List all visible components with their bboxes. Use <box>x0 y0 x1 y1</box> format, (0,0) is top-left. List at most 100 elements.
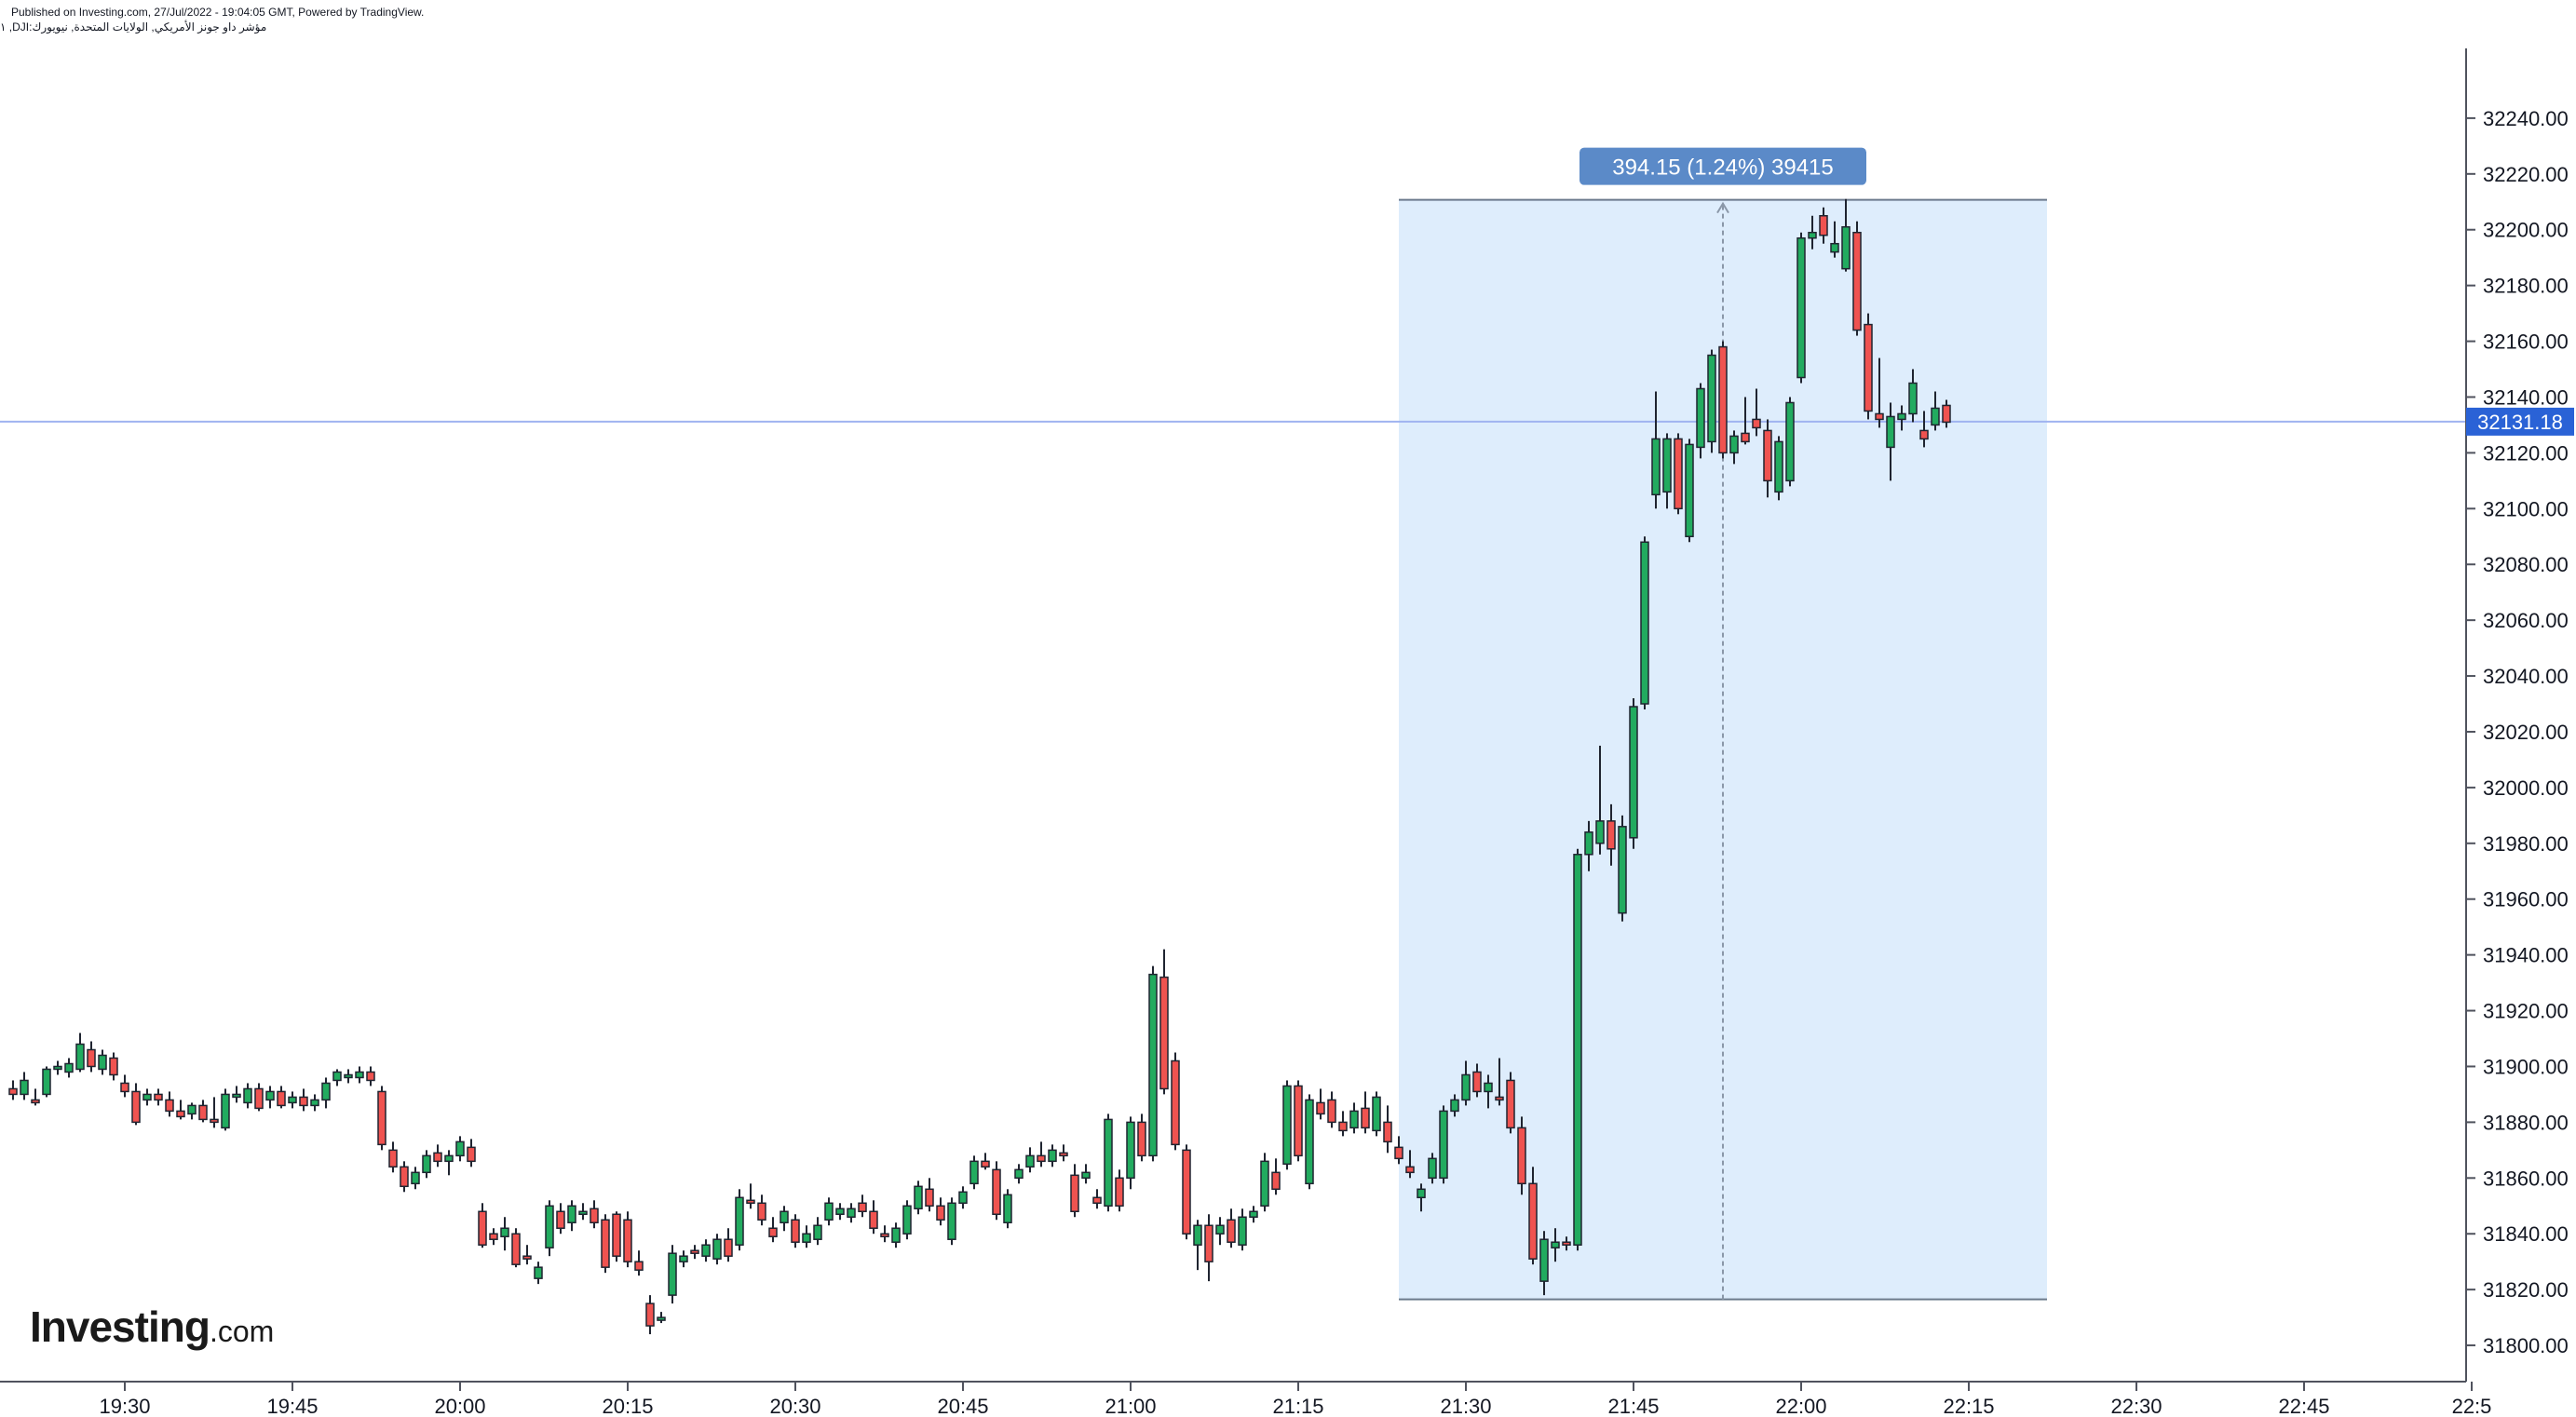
candle-body-up <box>958 1191 968 1205</box>
candle-body-up <box>1551 1241 1560 1248</box>
candle-body-down <box>165 1099 174 1113</box>
candle-body-up <box>455 1140 465 1157</box>
candle <box>1841 198 1851 272</box>
candle-body-down <box>1875 412 1884 421</box>
candle <box>858 1194 867 1218</box>
candle <box>590 1200 599 1229</box>
candle <box>31 1088 40 1106</box>
candle-body-up <box>344 1073 353 1079</box>
candle <box>1405 1150 1415 1179</box>
candle-body-down <box>724 1238 733 1257</box>
candle <box>1752 388 1761 437</box>
candle <box>1305 1094 1314 1190</box>
candle-body-up <box>1148 973 1158 1157</box>
candle <box>1048 1144 1057 1167</box>
candle <box>1472 1063 1482 1098</box>
candle-body-up <box>1618 826 1627 914</box>
candle <box>1249 1206 1258 1223</box>
candle <box>8 1080 18 1100</box>
candle <box>1651 391 1661 509</box>
candle <box>411 1167 420 1190</box>
candle <box>1182 1144 1191 1240</box>
candle <box>1394 1136 1403 1165</box>
candle <box>254 1083 264 1112</box>
candle-body-down <box>1115 1177 1124 1208</box>
candles-layer <box>8 198 1951 1335</box>
candle <box>1718 341 1728 459</box>
y-tick-label: 32000.00 <box>2483 776 2569 800</box>
investing-logo: Investing.com <box>30 1302 274 1352</box>
candle <box>1294 1080 1303 1162</box>
candle <box>1204 1214 1213 1282</box>
candle <box>288 1091 297 1109</box>
candle <box>891 1222 901 1248</box>
candle-body-down <box>1338 1121 1348 1132</box>
candle-body-up <box>1539 1238 1549 1282</box>
candle <box>1573 848 1582 1251</box>
candle-body-up <box>1238 1216 1247 1246</box>
candle <box>1070 1164 1079 1218</box>
candle <box>1137 1113 1146 1162</box>
candle-body-up <box>1215 1224 1225 1235</box>
y-tick-label: 32040.00 <box>2483 665 2569 688</box>
candle <box>1025 1147 1035 1173</box>
candle-body-down <box>1037 1154 1046 1163</box>
candle-body-up <box>1450 1099 1459 1113</box>
candle-body-up <box>1025 1154 1035 1168</box>
candle-body-down <box>377 1090 386 1146</box>
candle-body-up <box>1584 831 1593 856</box>
x-tick-label: 19:30 <box>99 1395 150 1417</box>
candle <box>1372 1091 1381 1137</box>
candle <box>1495 1058 1504 1106</box>
measure-badge: 394.15 (1.24%) 39415 <box>1579 147 1866 185</box>
candle-body-down <box>277 1090 286 1107</box>
candle <box>1126 1116 1135 1190</box>
candle-body-up <box>500 1227 509 1237</box>
candle-body-down <box>1819 214 1828 236</box>
candle-body-up <box>802 1233 811 1243</box>
symbol-line: مؤشر داو جونز الأمريكي, الولايات المتحدة… <box>0 20 266 34</box>
candle <box>1439 1105 1448 1184</box>
candle-body-down <box>1171 1059 1180 1146</box>
x-tick-label: 21:00 <box>1105 1395 1156 1417</box>
candle-body-up <box>1439 1110 1448 1180</box>
candle-body-up <box>780 1210 789 1223</box>
candle <box>657 1312 666 1324</box>
candle <box>344 1069 353 1084</box>
candle-body-down <box>1070 1174 1079 1213</box>
candle <box>42 1066 51 1098</box>
candle <box>1852 221 1862 336</box>
candle-body-down <box>768 1227 778 1237</box>
candle <box>701 1239 711 1262</box>
candle-body-up <box>1897 412 1906 421</box>
candle-body-up <box>411 1171 420 1185</box>
candle-body-up <box>1126 1121 1135 1180</box>
candle-body-up <box>1808 231 1817 239</box>
candle <box>1037 1141 1046 1167</box>
candle <box>1931 391 1940 431</box>
candle-body-down <box>210 1118 219 1124</box>
candle <box>1528 1167 1538 1265</box>
candle-body-down <box>981 1160 990 1168</box>
candle-body-down <box>489 1233 498 1240</box>
y-tick-label: 32020.00 <box>2483 721 2569 744</box>
candle-body-up <box>332 1071 342 1082</box>
candle-body-down <box>858 1202 867 1213</box>
candle-body-up <box>142 1093 152 1101</box>
candle <box>780 1206 789 1232</box>
x-tick-label: 21:45 <box>1607 1395 1659 1417</box>
y-tick-label: 32220.00 <box>2483 163 2569 186</box>
candle-body-up <box>1796 236 1806 379</box>
candle-body-up <box>1931 407 1940 426</box>
candle <box>265 1086 275 1109</box>
candle <box>321 1077 331 1109</box>
candle <box>1506 1072 1515 1134</box>
candle-body-down <box>1137 1121 1146 1157</box>
candle-body-down <box>634 1261 644 1271</box>
candle-body-down <box>925 1188 934 1208</box>
candle-body-down <box>299 1096 308 1107</box>
candle <box>511 1228 521 1268</box>
y-tick-label: 31880.00 <box>2483 1111 2569 1134</box>
candle-body-up <box>53 1065 62 1071</box>
